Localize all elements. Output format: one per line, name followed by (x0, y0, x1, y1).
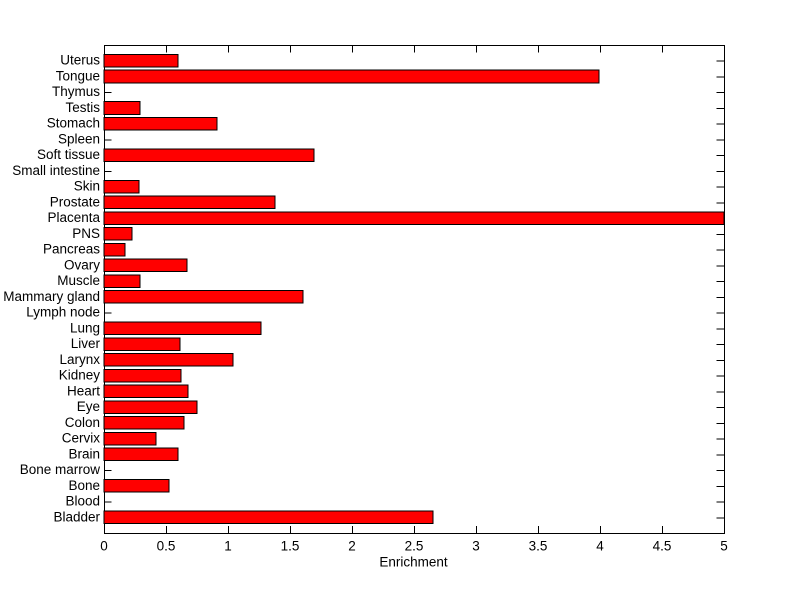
svg-text:Lung: Lung (70, 320, 100, 335)
svg-text:Eye: Eye (77, 399, 100, 414)
svg-text:1: 1 (224, 538, 232, 553)
svg-text:Thymus: Thymus (52, 84, 100, 99)
svg-text:Small intestine: Small intestine (12, 163, 100, 178)
svg-text:Muscle: Muscle (57, 273, 100, 288)
svg-text:Pancreas: Pancreas (43, 242, 100, 257)
svg-text:5: 5 (720, 538, 728, 553)
svg-text:Kidney: Kidney (59, 368, 101, 383)
svg-text:Soft tissue: Soft tissue (37, 147, 100, 162)
svg-text:Stomach: Stomach (47, 116, 100, 131)
svg-text:Ovary: Ovary (64, 257, 100, 272)
svg-text:Mammary gland: Mammary gland (3, 289, 100, 304)
svg-text:3.5: 3.5 (529, 538, 548, 553)
svg-text:0.5: 0.5 (157, 538, 176, 553)
svg-text:Brain: Brain (68, 446, 100, 461)
svg-text:4: 4 (596, 538, 604, 553)
svg-text:Placenta: Placenta (47, 210, 100, 225)
svg-text:Heart: Heart (67, 383, 100, 398)
svg-text:4.5: 4.5 (653, 538, 672, 553)
svg-text:Tongue: Tongue (56, 68, 100, 83)
svg-text:0: 0 (100, 538, 108, 553)
svg-text:Larynx: Larynx (59, 352, 100, 367)
svg-text:Skin: Skin (74, 179, 100, 194)
svg-text:3: 3 (472, 538, 480, 553)
svg-text:Uterus: Uterus (60, 53, 100, 68)
svg-text:Cervix: Cervix (62, 431, 101, 446)
svg-text:Lymph node: Lymph node (26, 305, 100, 320)
svg-text:Liver: Liver (71, 336, 101, 351)
svg-text:Testis: Testis (65, 100, 100, 115)
svg-text:PNS: PNS (72, 226, 100, 241)
svg-text:1.5: 1.5 (281, 538, 300, 553)
svg-text:Enrichment: Enrichment (379, 554, 448, 569)
svg-text:Prostate: Prostate (50, 194, 100, 209)
svg-text:Bladder: Bladder (53, 509, 100, 524)
svg-text:Colon: Colon (65, 415, 100, 430)
svg-text:Blood: Blood (65, 494, 100, 509)
svg-text:Bone: Bone (68, 478, 100, 493)
svg-text:2: 2 (348, 538, 356, 553)
svg-text:2.5: 2.5 (405, 538, 424, 553)
svg-text:Bone marrow: Bone marrow (20, 462, 101, 477)
svg-text:Spleen: Spleen (58, 131, 100, 146)
